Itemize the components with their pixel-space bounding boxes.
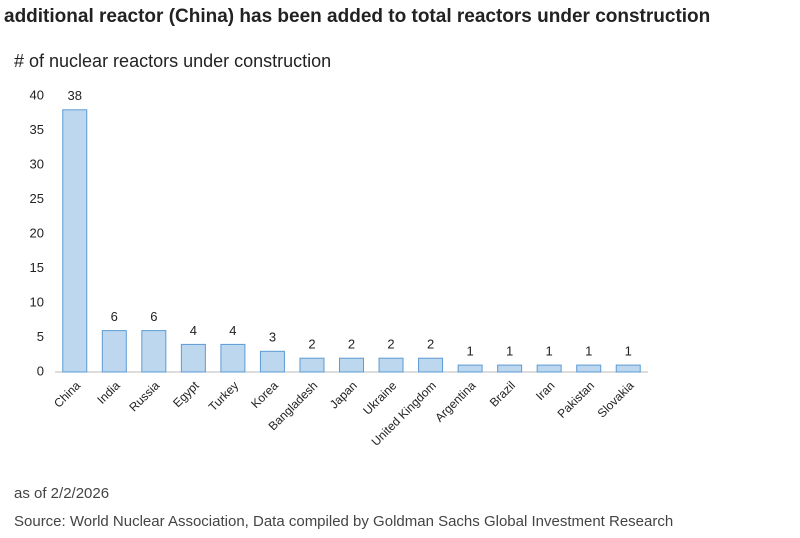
data-label: 2 [308,337,315,352]
x-tick-label: Korea [248,378,281,411]
data-label: 1 [466,344,473,359]
bar [536,364,562,373]
data-label: 4 [229,323,236,338]
bar [615,364,641,373]
source-note: Source: World Nuclear Association, Data … [14,513,673,530]
bar [457,364,483,373]
y-tick-label: 30 [30,156,44,171]
data-label: 3 [269,330,276,345]
y-tick-label: 20 [30,225,44,240]
bar [220,343,246,373]
x-tick-label: China [51,378,83,410]
chart-subtitle: # of nuclear reactors under construction [14,51,331,71]
data-label: 6 [150,309,157,324]
data-label: 4 [190,323,197,338]
bar [299,357,325,373]
bar [378,357,404,373]
y-tick-label: 40 [30,87,44,102]
bar [141,330,167,373]
y-tick-label: 5 [37,329,44,344]
data-label: 2 [427,337,434,352]
x-tick-label: Russia [126,378,162,414]
data-label: 1 [585,344,592,359]
bar [62,109,88,373]
data-label: 6 [111,309,118,324]
bar [180,343,206,373]
bar [576,364,602,373]
data-label: 38 [68,88,82,103]
y-tick-label: 25 [30,191,44,206]
data-label: 2 [387,337,394,352]
bar [497,364,523,373]
data-label: 2 [348,337,355,352]
x-tick-label: Pakistan [555,378,597,420]
x-tick-label: Ukraine [360,378,399,417]
x-tick-label: India [94,378,123,407]
y-tick-label: 15 [30,260,44,275]
x-tick-label: Turkey [206,378,242,414]
bar [418,357,444,373]
x-tick-label: Slovakia [595,378,637,420]
chart-title: additional reactor (China) has been adde… [4,6,710,27]
bar [339,357,364,373]
x-tick-label: Argentina [432,378,478,424]
x-tick-label: Japan [327,378,360,411]
y-tick-label: 0 [37,363,44,378]
bar [101,330,127,373]
x-tick-label: Brazil [487,378,518,409]
data-label: 1 [546,344,553,359]
footnote: as of 2/2/2026 [14,485,109,502]
bar [259,350,285,373]
data-label: 1 [506,344,513,359]
y-tick-label: 10 [30,294,44,309]
x-tick-label: Iran [533,378,558,403]
y-tick-label: 35 [30,122,44,137]
data-label: 1 [625,344,632,359]
x-tick-label: Egypt [170,378,202,410]
